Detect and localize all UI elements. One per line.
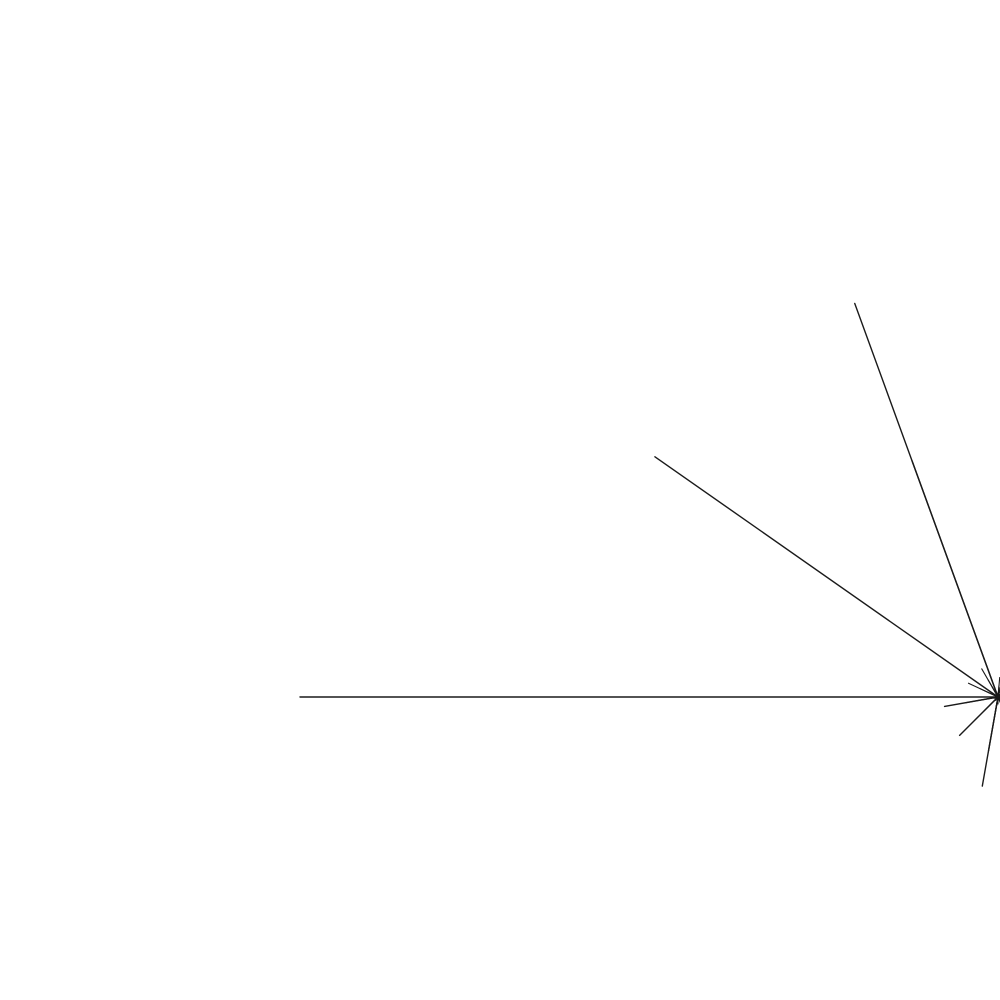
branch-level-13 xyxy=(996,695,1000,699)
fractal-tree xyxy=(299,302,1000,787)
